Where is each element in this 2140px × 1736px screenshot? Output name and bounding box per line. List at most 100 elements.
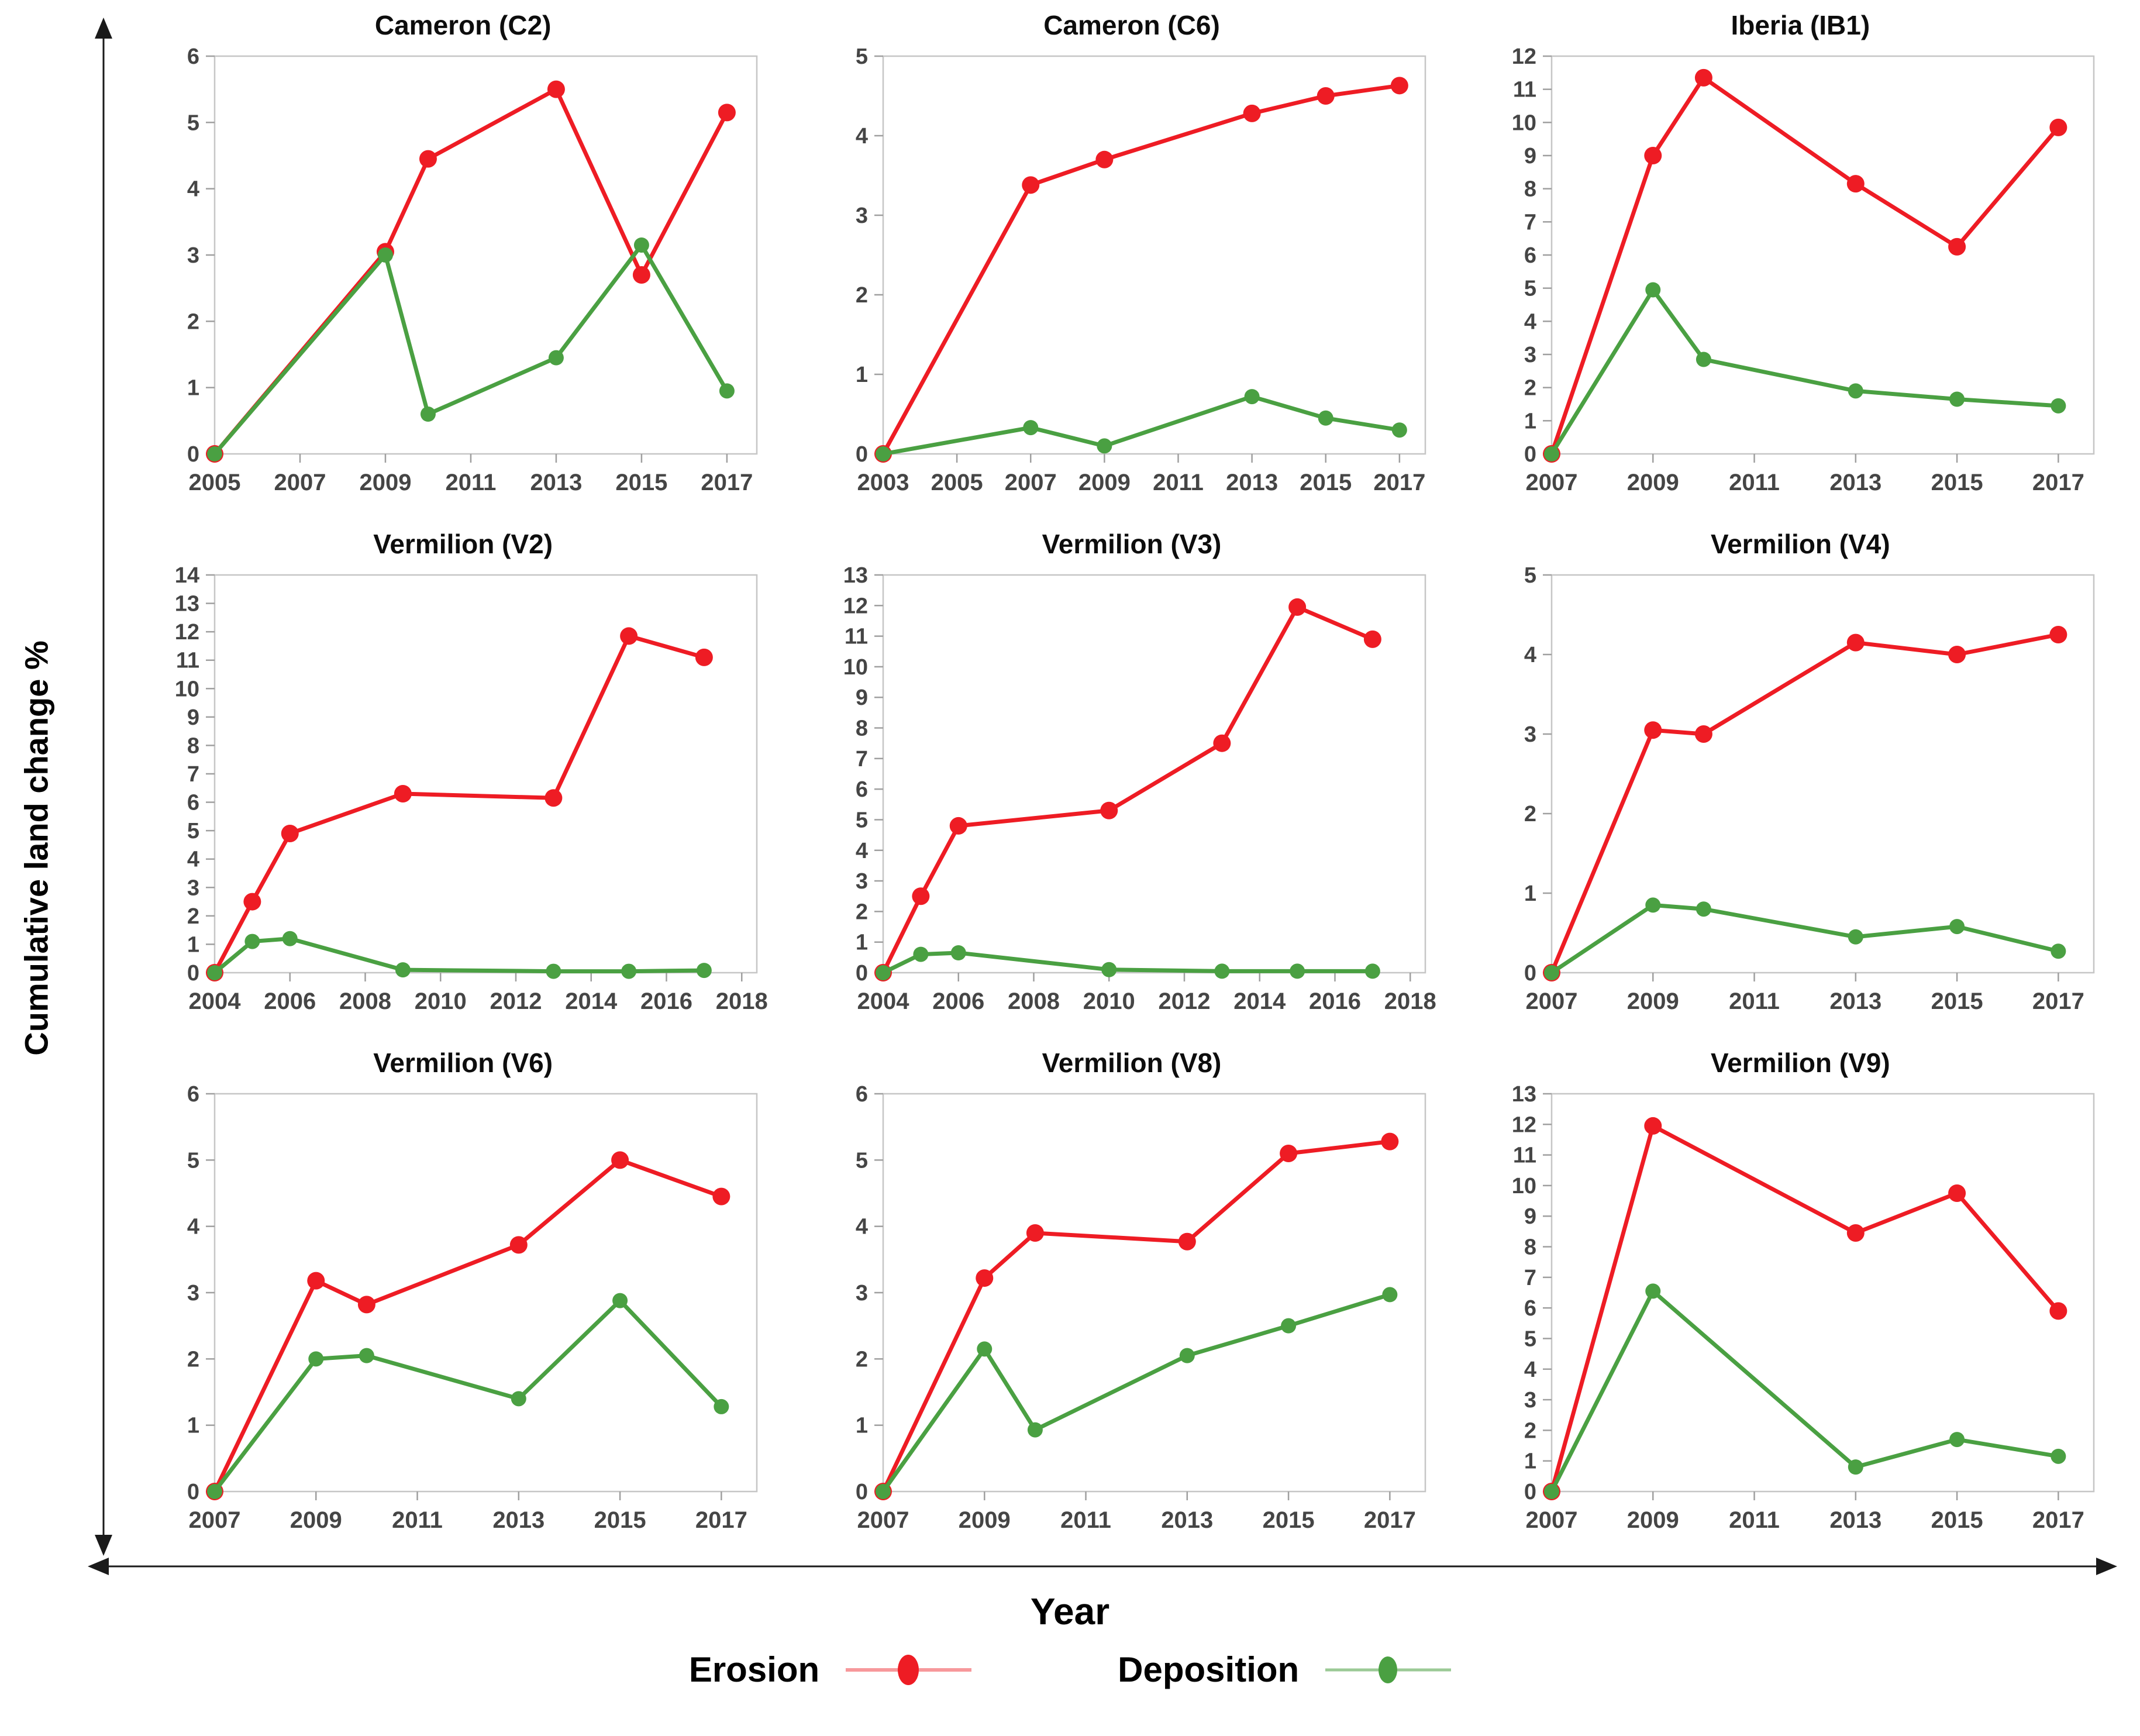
x-tick-label: 2015 [1931,988,1983,1014]
x-tick-label: 2010 [1083,988,1135,1014]
data-point-deposition [395,962,411,978]
x-tick-label: 2015 [1931,1507,1983,1533]
data-point-erosion [695,648,713,666]
y-tick-label: 12 [843,594,868,618]
x-tick-label: 2007 [857,1507,909,1533]
series-line-deposition [213,243,729,456]
data-point-deposition [1290,963,1305,979]
x-tick-label: 2018 [1384,988,1436,1014]
data-point-erosion [976,1269,994,1287]
data-point-deposition [206,446,222,461]
y-tick-label: 11 [845,625,868,649]
y-tick-label: 5 [1524,1327,1536,1351]
y-tick-label: 2 [1524,1418,1536,1443]
x-tick-label: 2017 [695,1507,747,1533]
chart-title: Vermilion (V2) [373,529,553,559]
plot-area [213,574,757,974]
y-tick-label: 14 [174,563,199,588]
x-tick-label: 2008 [339,988,391,1014]
data-point-deposition [1848,1459,1864,1475]
data-point-deposition [548,350,564,366]
chart-plot: 0 1 2 3 4 5 6 2005 2007 2009 2011 2013 2015 2017 [153,44,773,515]
x-tick-label: 2015 [1300,470,1352,495]
data-point-erosion [1026,1224,1044,1242]
chart-plot: 0 1 2 3 4 5 6 2007 2009 2011 2013 2015 2017 [822,1082,1442,1553]
data-point-deposition [1696,352,1712,367]
y-tick-label: 0 [187,442,199,467]
series-line-deposition [212,1298,723,1493]
chart-vermilion-v9: Vermilion (V9) 0 1 2 3 4 5 6 7 8 9 10 11 12 13 2007 200… [1469,1043,2132,1553]
y-tick-label: 1 [1524,1449,1536,1474]
data-point-erosion [712,1187,730,1205]
y-tick-label: 6 [187,791,199,815]
data-point-deposition [1696,901,1712,917]
y-tick-label: 4 [1524,643,1536,667]
y-tick-label: 9 [856,686,868,710]
chart-title: Cameron (C6) [1043,10,1220,40]
plot-area [882,55,1426,455]
x-tick-label: 2007 [1526,470,1578,495]
data-point-erosion [306,1272,325,1290]
x-tick-label: 2009 [290,1507,342,1533]
data-point-erosion [1644,147,1662,164]
chart-vermilion-v3: Vermilion (V3) 0 1 2 3 4 5 6 7 8 9 10 11 12 13 2004 200… [800,525,1463,1034]
y-tick-label: 0 [1524,961,1536,986]
y-tick-label: 5 [187,819,199,843]
data-point-erosion [545,789,563,807]
data-point-deposition [1544,965,1560,980]
chart-title: Vermilion (V4) [1710,529,1890,559]
y-tick-label: 0 [1524,442,1536,467]
x-tick-label: 2017 [1373,470,1425,495]
chart-title: Iberia (IB1) [1731,10,1870,40]
y-tick-label: 10 [843,655,868,680]
chart-plot: 0 1 2 3 4 5 6 7 8 9 10 11 12 13 14 2004 2006 2008 2010 2012… [153,563,773,1034]
chart-vermilion-v6: Vermilion (V6) 0 1 2 3 4 5 6 2007 2009 2011 2013 20… [132,1043,794,1553]
series-line-deposition [883,394,1400,456]
data-point-deposition [875,1484,891,1499]
y-tick-label: 2 [187,904,199,929]
legend-item-deposition: Deposition [1118,1649,1452,1690]
y-tick-label: 9 [1524,1204,1536,1229]
data-point-erosion [1847,633,1865,652]
data-point-deposition [875,965,891,980]
x-tick-label: 2013 [1161,1507,1213,1533]
data-point-erosion [2049,118,2067,136]
y-tick-label: 5 [1524,563,1536,588]
chart-plot: 0 1 2 3 4 5 6 7 8 9 10 11 12 2007 2009 2011 2013 2015 2017 [1490,44,2110,515]
data-point-erosion [509,1236,528,1254]
x-tick-label: 2014 [1233,988,1286,1014]
x-tick-label: 2005 [188,470,240,495]
y-tick-label: 9 [187,705,199,730]
data-point-deposition [714,1399,729,1414]
data-point-deposition [1645,897,1661,913]
y-tick-label: 5 [187,111,199,135]
data-point-deposition [1391,422,1407,438]
plot-area [882,1093,1426,1493]
x-tick-label: 2009 [1627,470,1679,495]
plot-area [1551,55,2095,455]
y-tick-label: 8 [187,733,199,758]
legend: Erosion Deposition [0,1649,2140,1690]
y-tick-label: 0 [187,1480,199,1504]
data-point-erosion [1288,598,1307,616]
x-tick-label: 2017 [2032,470,2084,495]
data-point-erosion [394,785,412,802]
y-tick-label: 13 [843,563,868,588]
y-tick-label: 11 [1513,78,1536,102]
y-tick-label: 0 [856,1480,868,1504]
y-tick-label: 9 [1524,144,1536,168]
data-point-erosion [2049,1302,2067,1320]
deposition-marker-icon [1325,1656,1452,1683]
y-tick-label: 5 [856,44,868,69]
erosion-marker-icon [846,1654,972,1685]
data-point-erosion [1644,1117,1662,1135]
y-tick-label: 6 [856,777,868,802]
data-point-erosion [1948,237,1966,256]
chart-canvas: 0 1 2 3 4 5 6 2007 2009 2011 2013 2015 2017 [856,1082,1426,1533]
x-tick-label: 2009 [959,1507,1011,1533]
y-tick-label: 4 [187,848,199,872]
data-point-erosion [949,817,967,835]
data-point-erosion [1095,150,1114,168]
